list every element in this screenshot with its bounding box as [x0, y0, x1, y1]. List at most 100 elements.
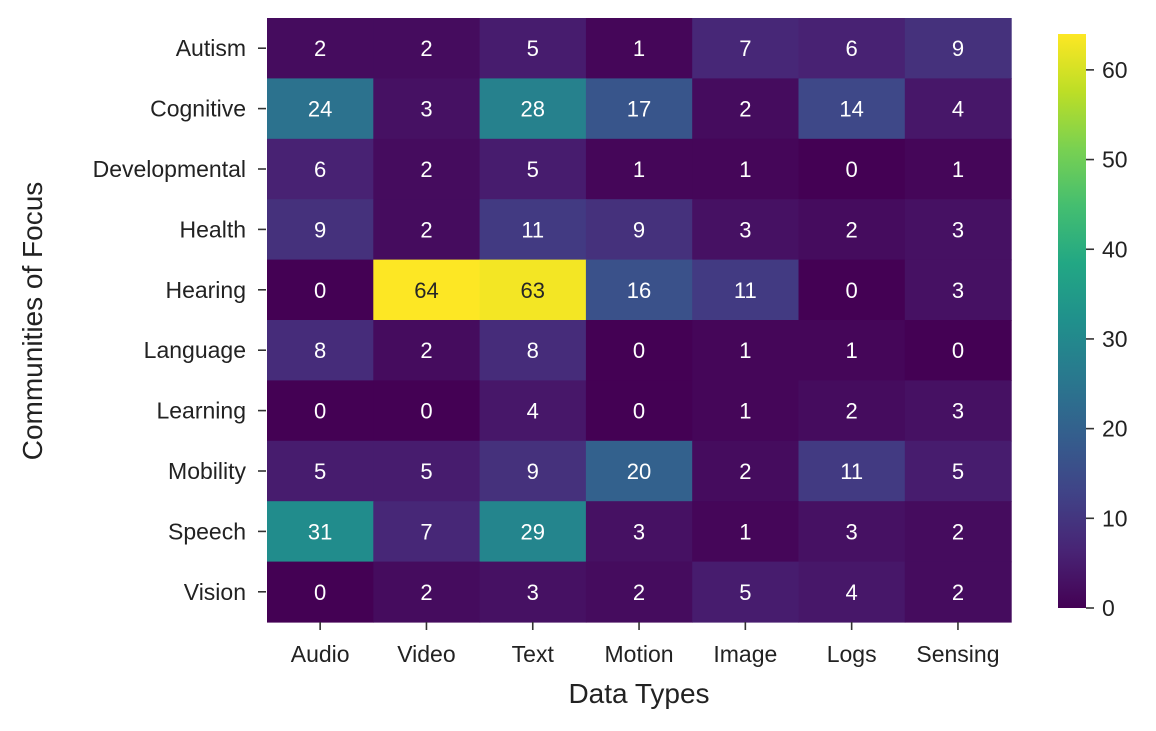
- heatmap-cell-health-text: [479, 199, 587, 261]
- cell-value-label: 3: [952, 217, 964, 242]
- heatmap-cell-hearing-video: [373, 259, 481, 321]
- cell-value-label: 0: [314, 580, 326, 605]
- heatmap-cell-speech-image: [692, 501, 800, 563]
- x-tick-label: Image: [713, 641, 777, 667]
- heatmap-cell-language-video: [373, 320, 481, 381]
- cell-value-label: 2: [739, 459, 751, 484]
- heatmap-cell-speech-logs: [798, 501, 906, 563]
- cell-value-label: 9: [527, 459, 539, 484]
- cell-value-label: 2: [952, 519, 964, 544]
- cell-value-label: 5: [314, 459, 326, 484]
- heatmap-cell-vision-image: [692, 561, 800, 623]
- y-tick-label: Cognitive: [150, 96, 246, 122]
- cell-value-label: 1: [739, 338, 751, 363]
- cell-value-label: 1: [633, 36, 645, 61]
- heatmap-cell-learning-sensing: [904, 380, 1012, 442]
- cell-value-label: 2: [846, 217, 858, 242]
- heatmap-cell-autism-text: [479, 18, 587, 79]
- heatmap-cell-developmental-audio: [267, 138, 374, 200]
- heatmap-cell-health-image: [692, 199, 800, 261]
- cell-value-label: 1: [739, 399, 751, 424]
- cell-value-label: 17: [627, 97, 651, 122]
- heatmap-cell-language-logs: [798, 320, 906, 381]
- heatmap-cell-mobility-video: [373, 440, 481, 502]
- cell-value-label: 1: [739, 157, 751, 182]
- cell-value-label: 7: [420, 519, 432, 544]
- cell-value-label: 3: [527, 580, 539, 605]
- cell-value-label: 2: [420, 157, 432, 182]
- cell-value-label: 5: [952, 459, 964, 484]
- cell-value-label: 2: [420, 338, 432, 363]
- y-tick-label: Autism: [176, 35, 246, 61]
- heatmap-cell-mobility-audio: [267, 440, 374, 502]
- heatmap-cell-vision-sensing: [904, 561, 1012, 623]
- y-tick-label: Language: [144, 337, 246, 363]
- heatmap-cell-cognitive-motion: [585, 78, 693, 140]
- heatmap-cell-hearing-audio: [267, 259, 374, 321]
- heatmap-cell-mobility-text: [479, 440, 587, 502]
- cell-value-label: 4: [846, 580, 858, 605]
- cell-value-label: 5: [527, 157, 539, 182]
- heatmap-cell-hearing-image: [692, 259, 800, 321]
- heatmap-cell-language-sensing: [904, 320, 1012, 381]
- x-tick-label: Audio: [291, 641, 350, 667]
- cell-value-label: 0: [314, 278, 326, 303]
- cell-value-label: 9: [314, 217, 326, 242]
- cell-value-label: 5: [420, 459, 432, 484]
- heatmap-cell-health-motion: [585, 199, 693, 261]
- heatmap-cell-vision-text: [479, 561, 587, 623]
- cell-value-label: 5: [739, 580, 751, 605]
- cell-value-label: 8: [527, 338, 539, 363]
- cell-value-label: 20: [627, 459, 651, 484]
- cell-value-label: 0: [952, 338, 964, 363]
- heatmap-cell-learning-text: [479, 380, 587, 442]
- heatmap-cell-language-text: [479, 320, 587, 381]
- cell-value-label: 11: [521, 217, 544, 242]
- cell-value-label: 2: [420, 580, 432, 605]
- heatmap-cell-language-image: [692, 320, 800, 381]
- heatmap-cell-developmental-motion: [585, 138, 693, 200]
- cell-value-label: 28: [521, 97, 545, 122]
- heatmap-cell-speech-text: [479, 501, 587, 563]
- heatmap-cell-health-video: [373, 199, 481, 261]
- cell-value-label: 6: [846, 36, 858, 61]
- cell-value-label: 24: [308, 97, 332, 122]
- cell-value-label: 3: [846, 519, 858, 544]
- heatmap-cell-developmental-video: [373, 138, 481, 200]
- cell-value-label: 3: [633, 519, 645, 544]
- cell-value-label: 63: [521, 278, 545, 303]
- heatmap-cell-speech-audio: [267, 501, 374, 563]
- heatmap-cell-autism-logs: [798, 18, 906, 79]
- heatmap-cell-cognitive-image: [692, 78, 800, 140]
- heatmap-cell-autism-sensing: [904, 18, 1012, 79]
- cell-value-label: 2: [952, 580, 964, 605]
- colorbar-tick-label: 10: [1102, 505, 1128, 531]
- y-tick-label: Learning: [156, 398, 246, 424]
- cell-value-label: 5: [527, 36, 539, 61]
- heatmap-cell-health-sensing: [904, 199, 1012, 261]
- heatmap-cell-developmental-text: [479, 138, 587, 200]
- cell-value-label: 2: [633, 580, 645, 605]
- heatmap-cell-speech-motion: [585, 501, 693, 563]
- heatmap-cell-hearing-text: [479, 259, 587, 321]
- cell-value-label: 29: [521, 519, 545, 544]
- cell-value-label: 1: [846, 338, 858, 363]
- heatmap-cell-labels: 2 2 5 1 7 6 924 3 28 17 2 14 46 2 5 1 1 0 19 2 11 9 3 2 30 64 63 16…: [308, 36, 964, 605]
- cell-value-label: 4: [527, 399, 539, 424]
- cell-value-label: 4: [952, 97, 964, 122]
- x-tick-label: Sensing: [916, 641, 999, 667]
- colorbar-tick-label: 50: [1102, 147, 1128, 173]
- heatmap-cell-vision-logs: [798, 561, 906, 623]
- y-tick-label: Mobility: [168, 458, 246, 484]
- heatmap-cell-mobility-image: [692, 440, 800, 502]
- cell-value-label: 11: [840, 459, 863, 484]
- heatmap-cell-mobility-motion: [585, 440, 693, 502]
- heatmap-cell-cognitive-audio: [267, 78, 374, 140]
- x-tick-label: Video: [397, 641, 455, 667]
- cell-value-label: 16: [627, 278, 651, 303]
- heatmap-cell-cognitive-logs: [798, 78, 906, 140]
- heatmap-cell-vision-motion: [585, 561, 693, 623]
- cell-value-label: 3: [952, 399, 964, 424]
- cell-value-label: 0: [846, 157, 858, 182]
- colorbar-gradient: [1058, 34, 1086, 608]
